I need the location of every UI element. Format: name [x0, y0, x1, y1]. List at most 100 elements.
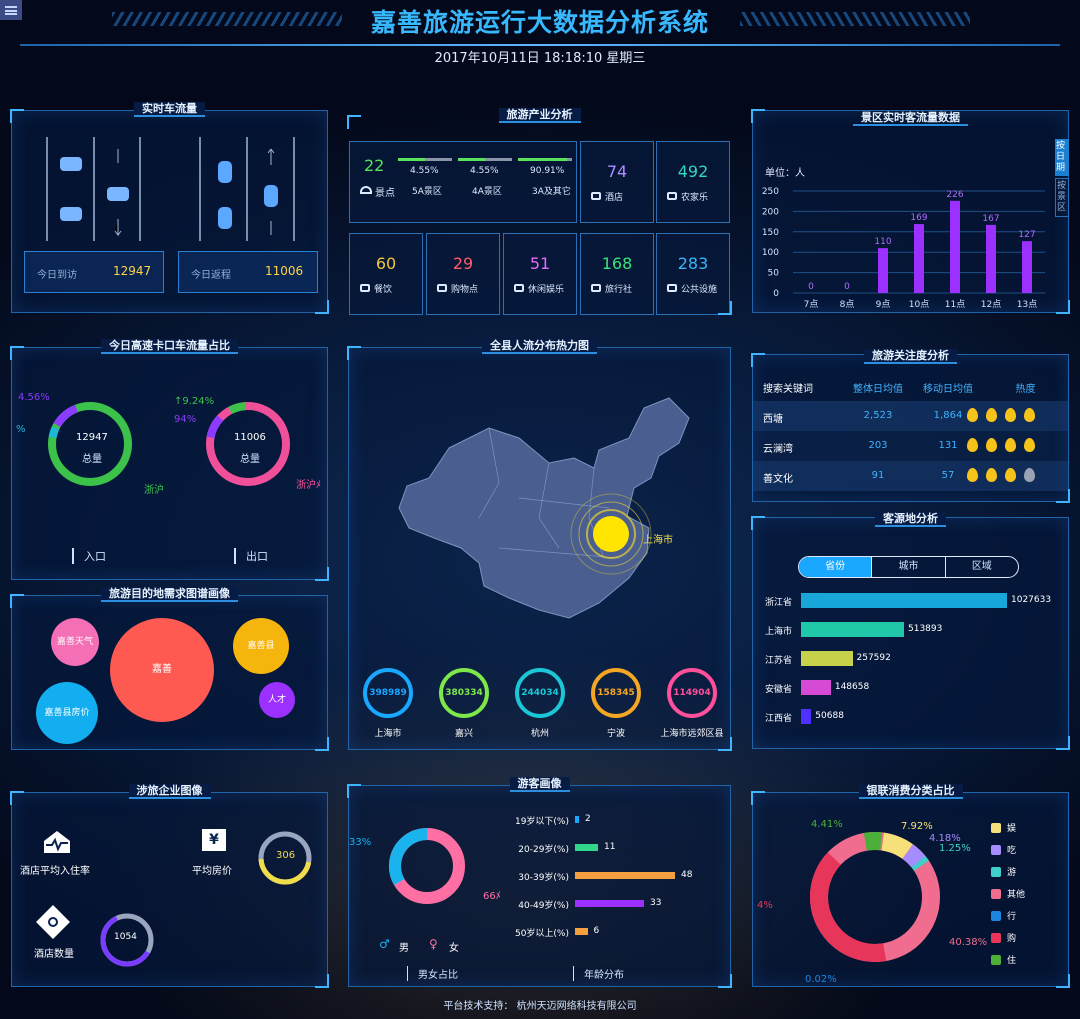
- industry-cell-value: 168: [601, 254, 633, 273]
- city-ring[interactable]: 158345: [591, 668, 641, 718]
- bubble-county[interactable]: 嘉善县: [233, 618, 289, 674]
- umbrella-icon: [667, 192, 677, 200]
- flame-icon: [1024, 408, 1035, 422]
- legend-item[interactable]: 住: [991, 953, 1025, 975]
- origin-name: 上海市: [765, 627, 793, 637]
- origin-panel: 客源地分析 省份 城市 区域 浙江省 1027633 上海市 513893 江苏省 257…: [751, 512, 1070, 750]
- industry-cell[interactable]: 60 餐饮: [349, 233, 423, 315]
- industry-cell-value: 51: [529, 254, 551, 273]
- industry-cell[interactable]: 168 旅行社: [580, 233, 654, 315]
- industry-cell-label: 旅行社: [605, 285, 633, 295]
- industry-cell[interactable]: 74 酒店: [580, 141, 654, 223]
- legend-item[interactable]: 其他: [991, 887, 1025, 909]
- industry-cell-value: 492: [677, 162, 709, 181]
- origin-bar: [801, 593, 1007, 608]
- origin-value: 50688: [815, 711, 844, 721]
- industry-cell-value: 29: [452, 254, 474, 273]
- industry-panel: 旅游产业分析 22 景点 4.55% 5A景区 4.55% 4A景区 90.91% 3A及…: [347, 108, 732, 315]
- exit-donut: [205, 402, 290, 486]
- age-label: 40-49岁(%): [518, 901, 569, 911]
- tourist-title: 游客画像: [509, 777, 570, 792]
- age-value: 6: [593, 926, 600, 936]
- level-bar: [398, 158, 452, 161]
- origin-tabs: 省份 城市 区域: [798, 556, 1019, 578]
- bubble-talent[interactable]: 人才: [259, 682, 295, 718]
- price-value: 306: [276, 850, 296, 861]
- age-label: 30-39岁(%): [518, 873, 569, 883]
- tab-by-date[interactable]: 按日期: [1055, 139, 1069, 176]
- entry-pct-top: 4.56%: [18, 392, 50, 403]
- clock-icon: [36, 905, 70, 939]
- pct-label-2: 7.92%: [901, 821, 933, 832]
- industry-cell[interactable]: 51 休闲娱乐: [503, 233, 577, 315]
- tab-province[interactable]: 省份: [799, 557, 872, 577]
- age-label: 20-29岁(%): [518, 845, 569, 855]
- origin-name: 江西省: [765, 714, 793, 724]
- legend-item[interactable]: 购: [991, 931, 1025, 953]
- table-cell: 云澜湾: [763, 444, 793, 455]
- level-bar-fill: [398, 158, 425, 161]
- highway-title: 今日高速卡口车流量占比: [101, 339, 238, 354]
- level-label: 4A景区: [472, 187, 502, 197]
- legend-item[interactable]: 吃: [991, 843, 1025, 865]
- legend-item[interactable]: 行: [991, 909, 1025, 931]
- occupancy-label: 酒店平均入住率: [20, 866, 90, 877]
- industry-cell-value: 283: [677, 254, 709, 273]
- bar: [1022, 241, 1032, 293]
- legend-label: 游: [1007, 868, 1017, 878]
- city-ring[interactable]: 114904: [667, 668, 717, 718]
- restroom-icon: [667, 284, 677, 292]
- pct-label-1: 4.41%: [811, 819, 843, 830]
- attention-title: 旅游关注度分析: [864, 349, 957, 364]
- y-tick-label: 150: [762, 228, 779, 238]
- scenic-card: 22 景点 4.55% 5A景区 4.55% 4A景区 90.91% 3A及其它: [349, 141, 577, 223]
- bubble-house-price[interactable]: 嘉善县房价: [36, 682, 98, 744]
- tourist-panel: 游客画像 33% 66ﾒ ♂ 男 ♀ 女 男女占比 年龄分布 19岁以下(%) 2…: [347, 777, 732, 988]
- table-header: 搜索关键词 整体日均值 移动日均值 热度: [753, 373, 1068, 401]
- tab-by-scenic[interactable]: 按景区: [1055, 178, 1069, 217]
- flame-icon: [1005, 438, 1016, 452]
- datetime: 2017年10月11日 18:18:10 星期三: [434, 51, 646, 66]
- industry-cell[interactable]: 283 公共设施: [656, 233, 730, 315]
- male-label: 男: [399, 943, 409, 954]
- city-ring[interactable]: 380334: [439, 668, 489, 718]
- entry-donut: [47, 402, 132, 486]
- city-ring[interactable]: 244034: [515, 668, 565, 718]
- city-ring[interactable]: 398989: [363, 668, 413, 718]
- table-row[interactable]: 云澜湾 203 131: [753, 431, 1068, 461]
- legend-label: 住: [1007, 956, 1017, 966]
- tab-region[interactable]: 区域: [944, 557, 1018, 577]
- pct-label-3: 4.18%: [929, 833, 961, 844]
- legend-item[interactable]: 娱: [991, 821, 1025, 843]
- bubble-jiashan[interactable]: 嘉善: [110, 618, 214, 722]
- yen-icon: ¥: [202, 829, 226, 851]
- tab-city[interactable]: 城市: [871, 557, 944, 577]
- legend-label: 购: [1007, 934, 1017, 944]
- return-box: 今日返程 11006: [178, 251, 318, 293]
- female-icon: ♀: [429, 937, 438, 951]
- traffic-title: 实时车流量: [134, 102, 205, 117]
- bag-icon: [437, 284, 447, 292]
- industry-cell[interactable]: 492 农家乐: [656, 141, 730, 223]
- legend-swatch: [991, 866, 1001, 877]
- industry-cell[interactable]: 29 购物点: [426, 233, 500, 315]
- highway-panel: 今日高速卡口车流量占比 12947 总量 4.56% % 浙沪 11006 总量…: [10, 339, 329, 581]
- origin-bar: [801, 680, 831, 695]
- bar-value-label: 169: [910, 213, 927, 223]
- table-row[interactable]: 西塘 2,523 1,864: [753, 401, 1068, 431]
- realtime-side-tabs: 按日期 按景区: [1055, 139, 1069, 217]
- origin-value: 148658: [834, 682, 870, 692]
- flame-icon: [967, 468, 978, 482]
- exit-total-label: 总量: [240, 454, 260, 465]
- age-value: 33: [650, 898, 662, 908]
- bar-value-label: 0: [808, 282, 814, 292]
- menu-button[interactable]: [0, 0, 22, 20]
- x-tick-label: 8点: [840, 299, 855, 309]
- legend-item[interactable]: 游: [991, 865, 1025, 887]
- flame-icon: [967, 408, 978, 422]
- table-row[interactable]: 善文化 91 57: [753, 461, 1068, 491]
- origin-bar: [801, 709, 812, 724]
- pct-label-7: 0.02%: [805, 974, 837, 985]
- bubble-weather[interactable]: 嘉善天气: [51, 618, 99, 666]
- level-bar: [518, 158, 572, 161]
